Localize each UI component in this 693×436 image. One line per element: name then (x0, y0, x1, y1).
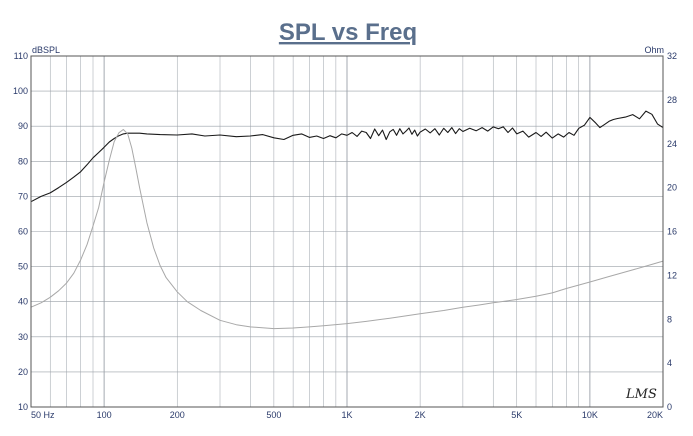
chart-title: SPL vs Freq (279, 19, 417, 46)
x-tick-label: 200 (170, 410, 185, 420)
plot-frame (30, 55, 664, 408)
x-tick-label: 100 (97, 410, 112, 420)
tick-label-layer: 10 20 30 40 50 60 70 80 90 100 110 0 4 8 12 16 20 24 28 32 5… (13, 51, 677, 420)
y-left-tick-label: 50 (18, 262, 28, 272)
y-right-tick-label: 4 (667, 358, 672, 368)
y-left-tick-label: 90 (18, 121, 28, 131)
x-tick-label: 5K (511, 410, 522, 420)
x-tick-label: 20K (647, 410, 663, 420)
y-left-tick-label: 60 (18, 227, 28, 237)
y-right-tick-label: 24 (667, 139, 677, 149)
y-left-tick-label: 80 (18, 156, 28, 166)
y-left-tick-label: 100 (13, 86, 28, 96)
x-tick-label: 500 (266, 410, 281, 420)
signature-mark: LMS (625, 387, 657, 402)
y-left-tick-label: 110 (14, 51, 28, 61)
right-axis-unit: Ohm (644, 45, 664, 55)
y-right-tick-label: 12 (667, 270, 677, 280)
y-left-tick-label: 40 (18, 297, 28, 307)
x-tick-label: 1K (341, 410, 352, 420)
x-tick-label: 50 Hz (31, 410, 55, 420)
x-tick-label: 10K (582, 410, 598, 420)
spl-curve (30, 110, 664, 203)
y-right-tick-label: 28 (667, 95, 677, 105)
y-right-tick-label: 0 (667, 402, 672, 412)
y-right-tick-label: 20 (667, 183, 677, 193)
y-left-tick-label: 70 (18, 191, 28, 201)
y-right-tick-label: 32 (667, 51, 677, 61)
y-right-tick-label: 16 (667, 227, 677, 237)
x-tick-label: 2K (415, 410, 426, 420)
y-left-tick-label: 10 (18, 402, 28, 412)
y-left-tick-label: 20 (18, 367, 28, 377)
series-layer (30, 110, 664, 330)
y-right-tick-label: 8 (667, 314, 672, 324)
impedance-curve (30, 129, 664, 330)
left-axis-unit: dBSPL (32, 45, 60, 55)
y-left-tick-label: 30 (18, 332, 28, 342)
